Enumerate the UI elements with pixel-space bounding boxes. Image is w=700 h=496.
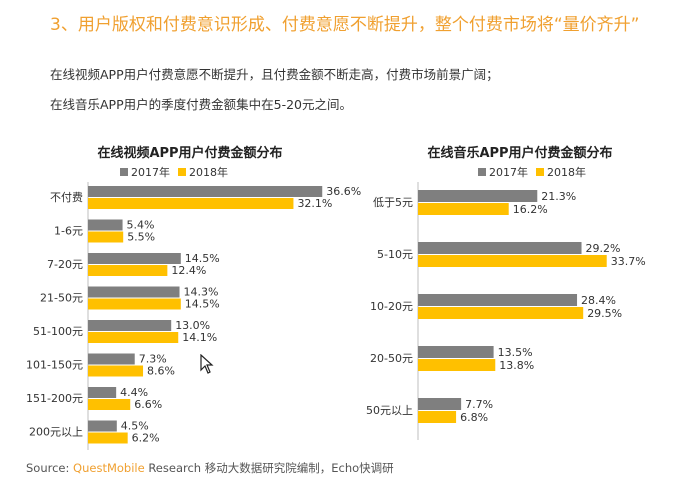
bar-2018: [88, 399, 131, 410]
data-label-2017: 4.5%: [121, 420, 149, 433]
data-label-2017: 21.3%: [541, 190, 576, 203]
bar-2017: [418, 398, 462, 410]
data-label-2018: 33.7%: [611, 255, 646, 268]
bar-2018: [88, 198, 294, 209]
legend-label-2018: 2018年: [189, 166, 228, 179]
data-label-2017: 14.5%: [185, 252, 220, 265]
bar-2018: [88, 365, 144, 377]
category-label: 20-50元: [370, 352, 413, 365]
bar-2018: [418, 359, 496, 371]
category-label: 200元以上: [29, 426, 83, 439]
bar-2018: [88, 298, 181, 310]
music-chart-title: 在线音乐APP用户付费金额分布: [427, 146, 613, 161]
category-label: 5-10元: [377, 248, 413, 261]
legend-swatch-2018: [536, 168, 544, 176]
video-chart-title: 在线视频APP用户付费金额分布: [97, 146, 283, 161]
category-label: 21-50元: [40, 292, 83, 305]
bar-2017: [88, 253, 181, 264]
data-label-2018: 32.1%: [297, 197, 332, 210]
description-line-2: 在线音乐APP用户的季度付费金额集中在5-20元之间。: [50, 97, 352, 112]
bar-2017: [88, 387, 117, 398]
data-label-2017: 5.4%: [127, 219, 155, 232]
legend-swatch-2018: [178, 168, 186, 176]
category-label: 51-100元: [33, 325, 83, 338]
slide-title: 3、用户版权和付费意识形成、付费意愿不断提升，整个付费市场将“量价齐升”: [50, 15, 640, 35]
bar-2017: [418, 346, 494, 358]
data-label-2017: 13.5%: [498, 346, 533, 359]
mouse-cursor-icon: [200, 354, 214, 374]
category-label: 50元以上: [366, 404, 413, 417]
music-chart-legend: 2017年 2018年: [478, 164, 594, 180]
category-label: 101-150元: [26, 359, 83, 372]
bar-2018: [418, 203, 509, 215]
bar-2017: [88, 420, 117, 432]
category-label: 10-20元: [370, 300, 413, 313]
category-label: 7-20元: [47, 258, 83, 271]
data-label-2017: 28.4%: [581, 294, 616, 307]
bar-2017: [88, 320, 172, 331]
bar-2017: [418, 242, 582, 254]
bar-2018: [418, 307, 584, 319]
data-label-2018: 8.6%: [147, 365, 175, 378]
category-label: 1-6元: [54, 225, 83, 238]
legend-item-2017: 2017年: [120, 164, 170, 180]
data-label-2018: 6.2%: [132, 432, 160, 445]
legend-label-2017: 2017年: [131, 166, 170, 179]
bar-2018: [88, 332, 179, 343]
bar-2017: [418, 190, 538, 202]
source-label: Source:: [26, 461, 70, 475]
data-label-2018: 5.5%: [127, 231, 155, 244]
category-label: 不付费: [50, 191, 83, 204]
bar-2017: [418, 294, 578, 306]
data-label-2018: 14.5%: [185, 298, 220, 311]
music-bar-chart: 低于5元 21.3%16.2% 5-10元 29.2%33.7% 10-20元 28.4%…: [366, 182, 646, 440]
data-label-2018: 16.2%: [513, 203, 548, 216]
data-label-2017: 7.7%: [465, 398, 493, 411]
data-label-2018: 6.6%: [134, 398, 162, 411]
bar-2018: [88, 432, 128, 444]
data-label-2017: 29.2%: [586, 242, 621, 255]
description-line-1: 在线视频APP用户付费意愿不断提升，且付费金额不断走高，付费市场前景广阔；: [50, 67, 499, 82]
bar-2017: [88, 219, 123, 231]
data-label-2018: 13.8%: [499, 359, 534, 372]
legend-label-2017: 2017年: [489, 166, 528, 179]
bar-2018: [418, 255, 607, 267]
bar-2018: [88, 265, 168, 276]
data-label-2018: 12.4%: [171, 264, 206, 277]
bar-2017: [88, 353, 135, 365]
data-label-2018: 29.5%: [587, 307, 622, 320]
video-chart-legend: 2017年 2018年: [120, 164, 236, 180]
bar-2018: [88, 231, 124, 243]
data-label-2017: 13.0%: [175, 319, 210, 332]
bar-2018: [418, 411, 457, 423]
legend-item-2017: 2017年: [478, 164, 528, 180]
data-label-2017: 7.3%: [139, 353, 167, 366]
category-label: 151-200元: [26, 392, 83, 405]
source-brand: QuestMobile: [73, 461, 145, 475]
data-label-2017: 14.3%: [184, 286, 219, 299]
category-label: 低于5元: [373, 196, 413, 209]
legend-swatch-2017: [478, 168, 486, 176]
source-note: Source: QuestMobile Research 移动大数据研究院编制，…: [26, 460, 394, 476]
bar-2017: [88, 186, 323, 197]
legend-swatch-2017: [120, 168, 128, 176]
legend-item-2018: 2018年: [178, 164, 228, 180]
data-label-2018: 6.8%: [460, 411, 488, 424]
legend-item-2018: 2018年: [536, 164, 586, 180]
legend-label-2018: 2018年: [547, 166, 586, 179]
data-label-2017: 4.4%: [120, 386, 148, 399]
bar-2017: [88, 286, 180, 298]
data-label-2018: 14.1%: [182, 331, 217, 344]
source-rest: Research 移动大数据研究院编制，Echo快调研: [144, 461, 394, 475]
video-bar-chart: 不付费 36.6%32.1%1-6元 5.4%5.5%7-20元 14.5%12.4%…: [26, 182, 361, 450]
data-label-2017: 36.6%: [326, 185, 361, 198]
